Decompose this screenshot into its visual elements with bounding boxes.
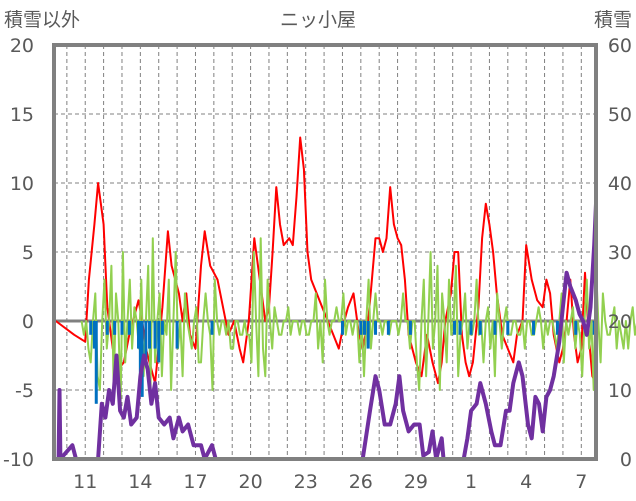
precip-bar <box>574 321 578 335</box>
precip-bar <box>148 321 152 349</box>
x-tick-label: 23 <box>294 471 318 493</box>
y-left-tick-label: 10 <box>10 173 34 195</box>
right-axis-title: 積雪 <box>594 9 632 31</box>
precip-bar <box>153 321 157 349</box>
precip-bar <box>92 321 96 349</box>
precip-bar <box>120 321 124 335</box>
y-right-tick-label: 40 <box>608 173 632 195</box>
series-green-line <box>80 237 636 405</box>
x-tick-label: 11 <box>73 471 97 493</box>
precip-bar <box>113 321 117 335</box>
precip-bar <box>160 321 164 335</box>
precip-bar <box>493 321 497 335</box>
precip-bar <box>340 321 344 335</box>
precip-bar <box>105 321 109 335</box>
y-right-tick-label: 50 <box>608 104 632 126</box>
x-tick-label: 1 <box>465 471 477 493</box>
x-tick-label: 14 <box>128 471 152 493</box>
precip-bar <box>144 321 148 363</box>
plot-frame <box>52 43 598 461</box>
precip-bar <box>453 321 457 335</box>
left-axis-title: 積雪以外 <box>4 9 80 31</box>
y-left-tick-label: -5 <box>15 380 34 402</box>
precip-bar <box>89 321 93 335</box>
chart-title: ニッ小屋 <box>280 9 356 31</box>
precip-bar <box>478 321 482 335</box>
x-tick-label: 26 <box>349 471 373 493</box>
y-right-tick-label: 10 <box>608 380 632 402</box>
x-tick-label: 7 <box>575 471 587 493</box>
y-right-tick-label: 60 <box>608 35 632 57</box>
precip-bar <box>458 321 462 335</box>
x-tick-label: 29 <box>404 471 428 493</box>
precip-bar <box>210 321 214 335</box>
precip-bar <box>138 321 142 377</box>
precip-bar <box>94 321 98 404</box>
x-tick-label: 17 <box>183 471 207 493</box>
precip-bar <box>532 321 536 335</box>
x-tick-label: 4 <box>520 471 532 493</box>
precip-bar <box>506 321 510 335</box>
y-right-tick-label: 30 <box>608 242 632 264</box>
y-left-tick-label: 20 <box>10 35 34 57</box>
y-right-tick-label: 0 <box>620 449 632 471</box>
precip-bar <box>175 321 179 349</box>
precip-bar <box>374 321 378 335</box>
series-purple-line <box>55 203 598 461</box>
precip-bar <box>359 321 363 335</box>
y-left-tick-label: 15 <box>10 104 34 126</box>
y-left-tick-label: 5 <box>22 242 34 264</box>
x-tick-label: 20 <box>238 471 262 493</box>
y-left-tick-label: 0 <box>22 311 34 333</box>
marks <box>55 136 636 461</box>
precip-bar <box>137 321 141 349</box>
precip-bar <box>469 321 473 335</box>
precip-bar <box>366 321 370 349</box>
precip-bar <box>386 321 390 335</box>
grid <box>54 45 596 459</box>
y-left-tick-label: -10 <box>3 449 34 471</box>
precip-bar <box>363 321 367 335</box>
series-red-line <box>55 136 597 385</box>
precip-bar <box>555 321 559 335</box>
y-right-tick-label: 20 <box>608 311 632 333</box>
precip-bar <box>157 321 161 363</box>
precip-bar <box>127 321 131 335</box>
precip-bar <box>408 321 412 335</box>
